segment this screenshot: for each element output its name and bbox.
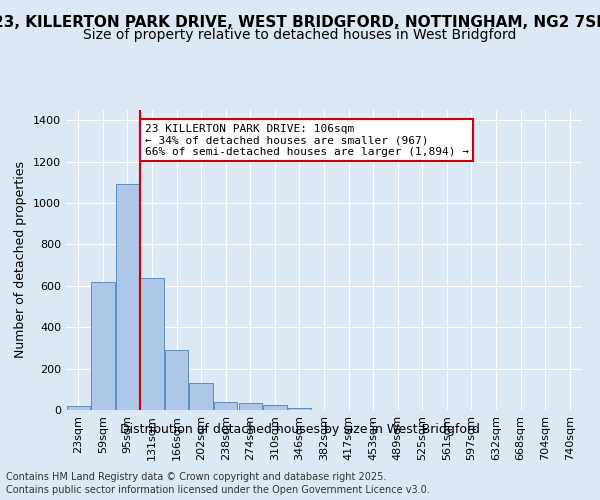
Bar	[288, 408, 311, 410]
Text: 23, KILLERTON PARK DRIVE, WEST BRIDGFORD, NOTTINGHAM, NG2 7SB: 23, KILLERTON PARK DRIVE, WEST BRIDGFORD…	[0, 15, 600, 30]
Bar	[116, 184, 139, 410]
Text: 23 KILLERTON PARK DRIVE: 106sqm
← 34% of detached houses are smaller (967)
66% o: 23 KILLERTON PARK DRIVE: 106sqm ← 34% of…	[145, 124, 469, 156]
Text: Distribution of detached houses by size in West Bridgford: Distribution of detached houses by size …	[120, 422, 480, 436]
Bar	[165, 350, 188, 410]
Bar	[263, 405, 287, 410]
Bar	[140, 278, 164, 410]
Y-axis label: Number of detached properties: Number of detached properties	[14, 162, 28, 358]
Bar	[239, 403, 262, 410]
Bar	[91, 282, 115, 410]
Text: Contains public sector information licensed under the Open Government Licence v3: Contains public sector information licen…	[6, 485, 430, 495]
Text: Size of property relative to detached houses in West Bridgford: Size of property relative to detached ho…	[83, 28, 517, 42]
Bar	[214, 402, 238, 410]
Bar	[67, 406, 90, 410]
Bar	[190, 383, 213, 410]
Text: Contains HM Land Registry data © Crown copyright and database right 2025.: Contains HM Land Registry data © Crown c…	[6, 472, 386, 482]
